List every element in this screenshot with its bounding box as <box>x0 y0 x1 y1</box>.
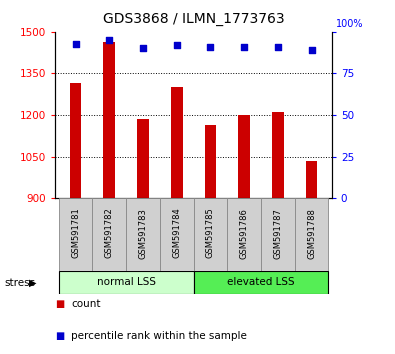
Bar <box>70 83 81 198</box>
Text: GSM591786: GSM591786 <box>240 208 248 258</box>
Bar <box>272 112 284 198</box>
Point <box>140 46 146 51</box>
Bar <box>295 198 328 271</box>
Text: elevated LSS: elevated LSS <box>227 277 295 287</box>
Text: ■: ■ <box>55 331 64 341</box>
Point <box>72 41 79 46</box>
Point <box>275 44 281 50</box>
Point <box>241 44 247 50</box>
Text: 100%: 100% <box>336 19 363 29</box>
Bar <box>59 198 92 271</box>
Point <box>207 44 214 50</box>
Text: GDS3868 / ILMN_1773763: GDS3868 / ILMN_1773763 <box>103 12 284 27</box>
Text: GSM591785: GSM591785 <box>206 208 215 258</box>
Text: GSM591787: GSM591787 <box>273 208 282 258</box>
Bar <box>126 198 160 271</box>
Text: ▶: ▶ <box>29 278 36 288</box>
Text: ■: ■ <box>55 299 64 309</box>
Bar <box>59 271 194 294</box>
Bar <box>137 119 149 198</box>
Text: percentile rank within the sample: percentile rank within the sample <box>71 331 247 341</box>
Bar <box>92 198 126 271</box>
Text: normal LSS: normal LSS <box>97 277 156 287</box>
Text: GSM591784: GSM591784 <box>172 208 181 258</box>
Bar <box>306 161 318 198</box>
Point <box>173 42 180 48</box>
Bar <box>205 125 216 198</box>
Point <box>106 37 113 43</box>
Text: GSM591783: GSM591783 <box>139 208 147 258</box>
Point <box>308 47 315 53</box>
Bar <box>194 271 328 294</box>
Bar <box>160 198 194 271</box>
Text: GSM591782: GSM591782 <box>105 208 114 258</box>
Bar <box>194 198 227 271</box>
Text: GSM591788: GSM591788 <box>307 208 316 258</box>
Text: count: count <box>71 299 101 309</box>
Text: GSM591781: GSM591781 <box>71 208 80 258</box>
Bar <box>171 87 182 198</box>
Bar <box>227 198 261 271</box>
Bar <box>238 115 250 198</box>
Text: stress: stress <box>4 278 35 288</box>
Bar <box>261 198 295 271</box>
Bar <box>103 41 115 198</box>
